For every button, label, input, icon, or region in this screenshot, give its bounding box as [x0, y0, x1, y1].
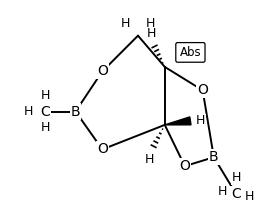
Text: B: B [71, 105, 80, 118]
Text: O: O [97, 64, 108, 78]
Text: H: H [121, 17, 131, 30]
Text: H: H [24, 105, 33, 118]
Text: C: C [41, 105, 50, 118]
FancyBboxPatch shape [176, 43, 205, 62]
Text: O: O [197, 83, 208, 97]
Text: H: H [196, 114, 205, 127]
Text: C: C [231, 187, 241, 201]
Text: B: B [209, 150, 219, 164]
Text: H: H [41, 121, 50, 134]
Polygon shape [165, 117, 191, 125]
Text: H: H [218, 185, 227, 198]
Text: H: H [245, 190, 254, 203]
Text: H: H [41, 89, 50, 102]
Text: O: O [179, 159, 190, 173]
Text: H: H [232, 171, 241, 184]
Text: H: H [147, 27, 156, 40]
Text: H: H [145, 17, 155, 30]
Text: H: H [144, 153, 154, 166]
Text: O: O [97, 142, 108, 156]
Text: Abs: Abs [180, 46, 201, 59]
